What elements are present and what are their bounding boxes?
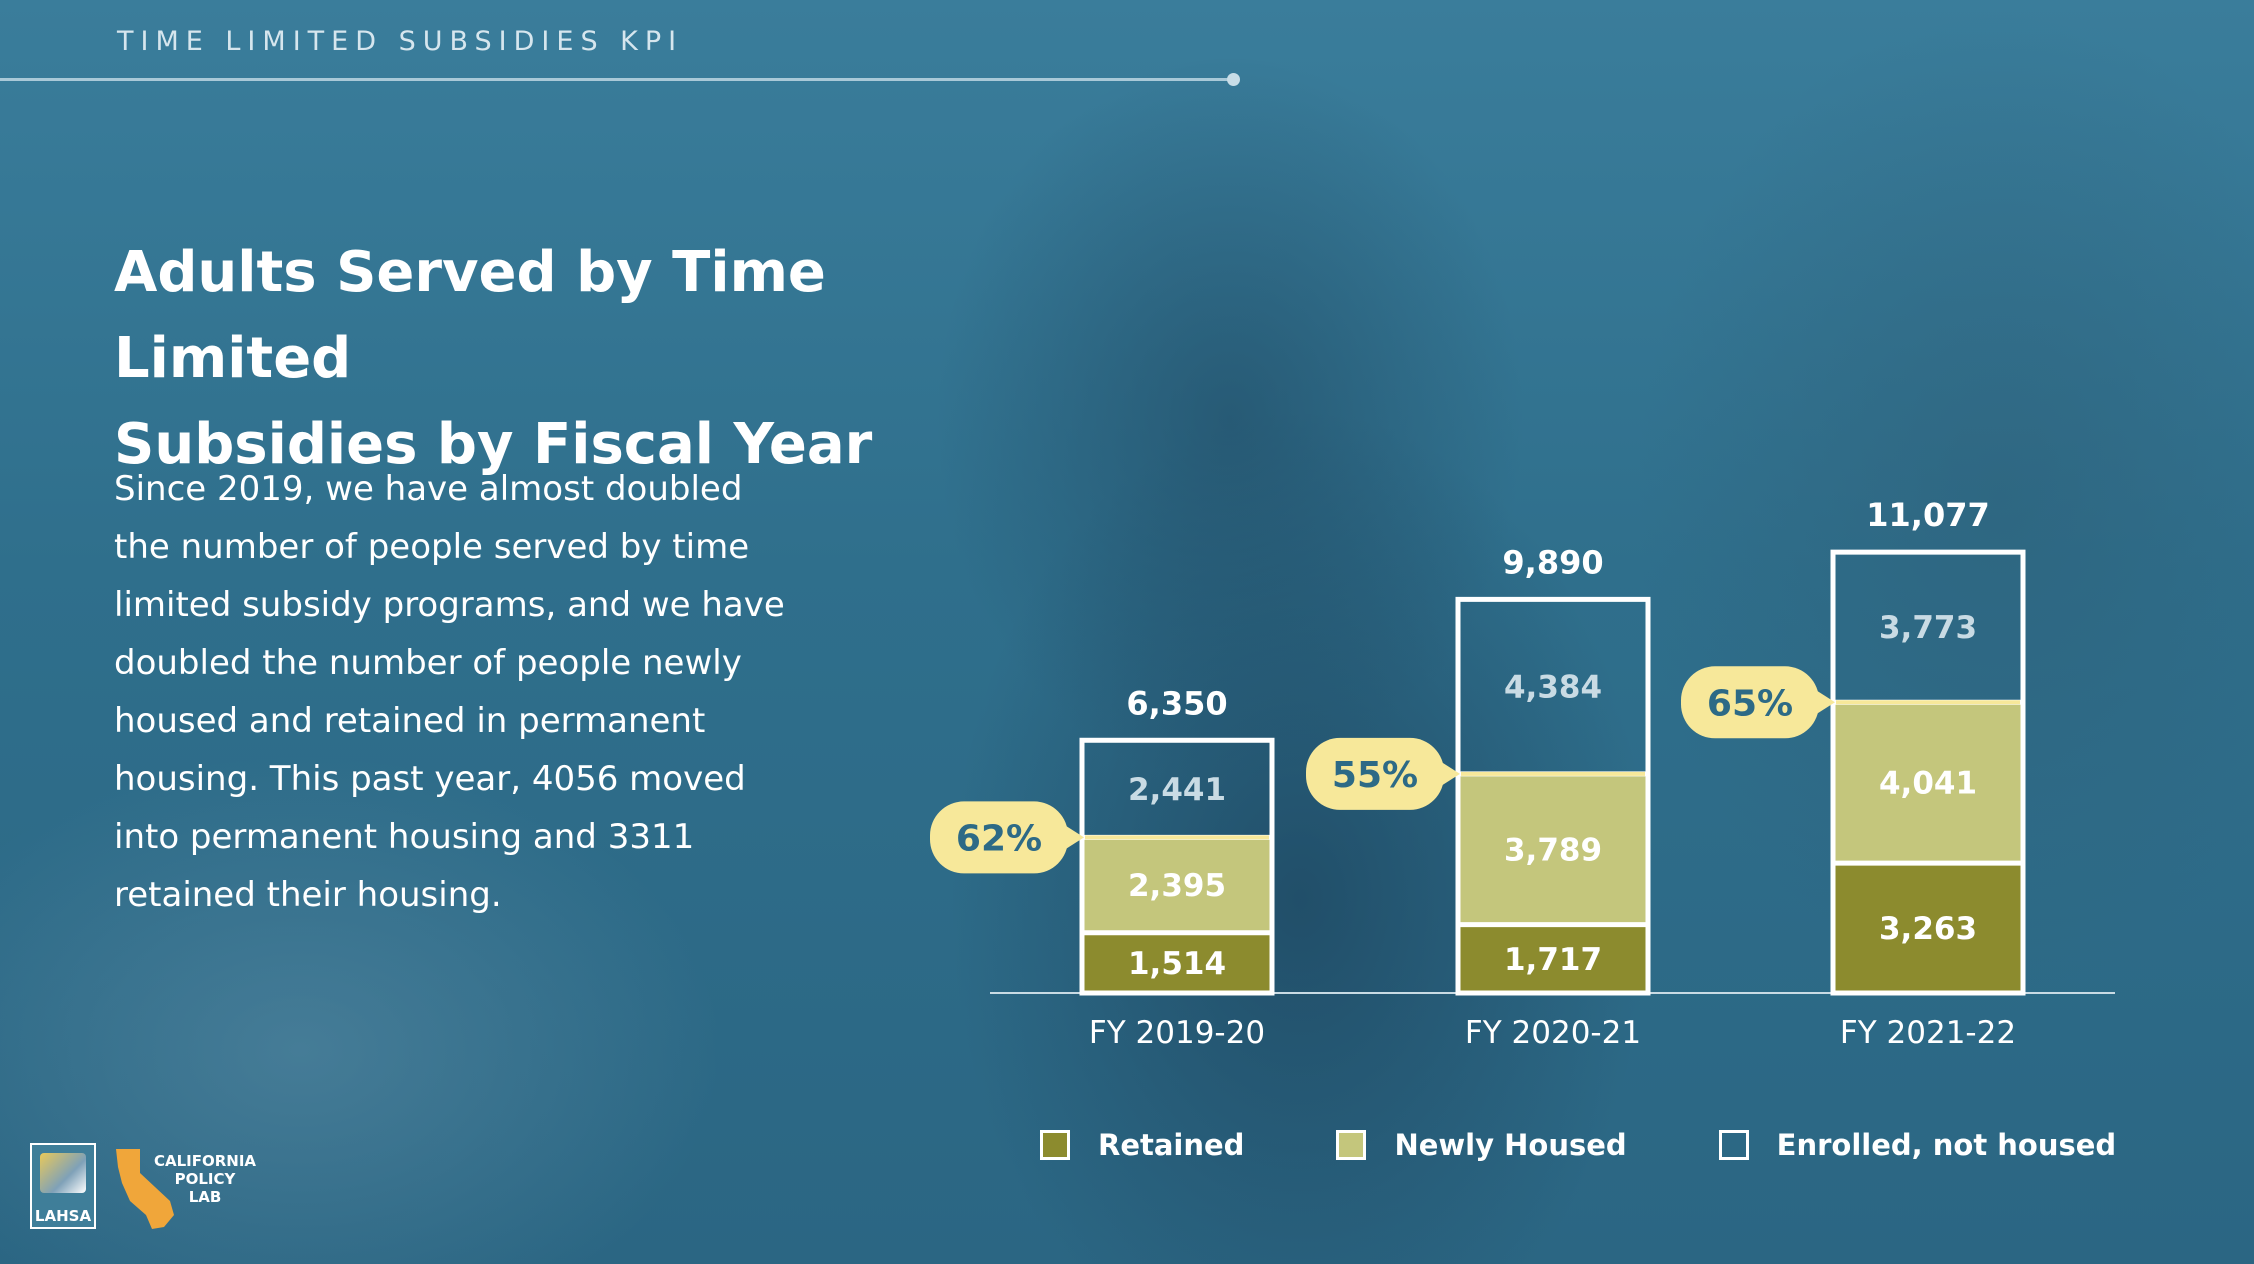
legend-label-retained: Retained [1098, 1128, 1245, 1162]
data-label-newly-housed-2: 4,041 [1879, 766, 1977, 802]
summary-line: housing. This past year, 4056 moved [114, 759, 746, 799]
data-label-retained-2: 3,263 [1879, 911, 1977, 947]
percent-callout-label-0: 62% [956, 818, 1042, 859]
legend-item-newly-housed: Newly Housed [1336, 1128, 1627, 1162]
summary-line: retained their housing. [114, 875, 502, 915]
legend-item-enrolled: Enrolled, not housed [1718, 1128, 2117, 1162]
header-divider [0, 78, 1233, 81]
page-title-line-1: Adults Served by Time Limited [114, 240, 826, 391]
bar-outline-1 [1455, 596, 1651, 996]
bar-segment-newly-housed-1 [1458, 773, 1648, 925]
data-label-enrolled-not-housed-2: 3,773 [1879, 610, 1977, 646]
data-label-retained-1: 1,717 [1504, 942, 1602, 978]
bar-segment-newly-housed-0 [1082, 837, 1272, 933]
percent-callout-bubble-0 [930, 801, 1068, 874]
summary-line: doubled the number of people newly [114, 643, 742, 683]
percent-callout-pointer-0 [1062, 823, 1084, 852]
data-label-enrolled-not-housed-1: 4,384 [1504, 670, 1602, 706]
legend-label-enrolled: Enrolled, not housed [1776, 1128, 2117, 1162]
legend-swatch-newly-housed [1336, 1130, 1367, 1160]
lahsa-logo-text: LAHSA [34, 1207, 92, 1225]
page-title: Adults Served by Time Limited Subsidies … [114, 230, 1034, 488]
data-label-newly-housed-0: 2,395 [1128, 868, 1226, 904]
percent-callout-bubble-1 [1306, 737, 1444, 810]
cpl-line-1: CALIFORNIA [153, 1152, 257, 1170]
percent-callout-pointer-1 [1438, 759, 1460, 788]
bar-outline-0 [1079, 737, 1275, 996]
percent-callout-label-1: 55% [1332, 755, 1418, 796]
total-label-2: 11,077 [1866, 496, 1989, 534]
summary-line: into permanent housing and 3311 [114, 817, 695, 857]
category-label-1: FY 2020-21 [1465, 1015, 1641, 1051]
total-label-1: 9,890 [1502, 543, 1603, 581]
percent-callout-pointer-2 [1813, 688, 1835, 717]
kpi-section-label: TIME LIMITED SUBSIDIES KPI [117, 26, 684, 57]
bar-segment-retained-0 [1082, 932, 1272, 993]
bar-segment-retained-2 [1833, 863, 2023, 993]
header-divider-dot [1227, 73, 1240, 86]
bar-segment-newly-housed-2 [1833, 702, 2023, 864]
legend-swatch-retained [1040, 1130, 1070, 1160]
lahsa-logo: LAHSA [30, 1143, 96, 1229]
summary-paragraph: Since 2019, we have almost doubled the n… [114, 460, 834, 924]
legend-label-newly-housed: Newly Housed [1394, 1128, 1627, 1162]
data-label-retained-0: 1,514 [1128, 946, 1226, 982]
percent-callout-bubble-2 [1681, 666, 1819, 739]
data-label-enrolled-not-housed-0: 2,441 [1128, 772, 1226, 808]
data-label-newly-housed-1: 3,789 [1504, 832, 1602, 868]
bar-outline-2 [1830, 549, 2026, 996]
cpl-line-3: LAB [188, 1188, 222, 1206]
total-label-0: 6,350 [1126, 684, 1227, 722]
category-label-0: FY 2019-20 [1089, 1015, 1265, 1051]
category-label-2: FY 2021-22 [1840, 1015, 2016, 1051]
legend-item-retained: Retained [1040, 1128, 1244, 1162]
summary-line: limited subsidy programs, and we have [114, 585, 785, 625]
chart-legend: Retained Newly Housed Enrolled, not hous… [1040, 1125, 2116, 1165]
california-state-icon [116, 1149, 174, 1229]
summary-line: the number of people served by time [114, 527, 750, 567]
page-title-line-2: Subsidies by Fiscal Year [114, 412, 873, 477]
lahsa-emblem-icon [40, 1153, 86, 1193]
california-policy-lab-logo-text: CALIFORNIA POLICY LAB [150, 1152, 260, 1206]
legend-swatch-enrolled [1718, 1130, 1749, 1160]
summary-line: Since 2019, we have almost doubled [114, 469, 743, 509]
bar-segment-retained-1 [1458, 924, 1648, 993]
percent-callout-label-2: 65% [1707, 683, 1793, 724]
cpl-line-2: POLICY [174, 1170, 236, 1188]
summary-line: housed and retained in permanent [114, 701, 706, 741]
